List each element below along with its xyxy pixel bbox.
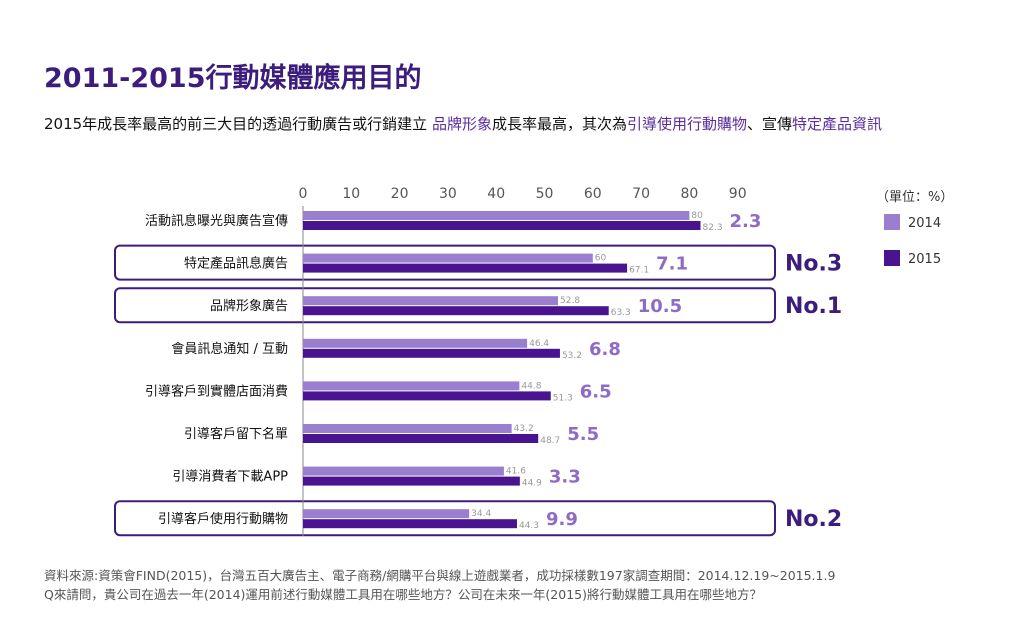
- bar-chart: No.3 No.1 No.2 0 10 20 30 40 50 60 70 80 90 活動訊息曝光與廣告…: [114, 186, 842, 537]
- data-label-2014-4: 46.4: [529, 339, 549, 349]
- growth-label-7: 3.3: [549, 467, 581, 488]
- x-tick-label-20: 20: [391, 186, 409, 202]
- x-tick-label-30: 30: [439, 186, 457, 202]
- growth-label-6: 5.5: [567, 424, 599, 445]
- rank-label-3: No.2: [785, 507, 842, 532]
- category-label-6: 引導客戶留下名單: [184, 426, 288, 442]
- x-tick-label-90: 90: [729, 186, 747, 202]
- data-label-2015-3: 63.3: [611, 308, 631, 318]
- source-line-2: Q來請問，貴公司在過去一年(2014)運用前述行動媒體工具用在哪些地方？公司在未…: [44, 587, 762, 602]
- category-label-7: 引導消費者下載APP: [172, 470, 288, 485]
- x-tick-label-50: 50: [536, 186, 554, 202]
- legend-item-2015: 2015: [884, 250, 941, 267]
- bar-2014-2: [303, 253, 593, 263]
- rank-label-2: No.1: [785, 294, 842, 319]
- data-label-2014-5: 44.8: [521, 381, 541, 391]
- growth-label-5: 6.5: [580, 381, 612, 402]
- x-tick-label-40: 40: [487, 186, 505, 202]
- growth-label-2: 7.1: [656, 254, 688, 275]
- category-label-2: 特定產品訊息廣告: [184, 256, 288, 272]
- bar-2015-2: [303, 263, 628, 273]
- bar-2014-1: [303, 211, 690, 220]
- category-label-4: 會員訊息通知 / 互動: [171, 341, 288, 357]
- source-note: 資料來源:資策會FIND(2015)，台灣五百大廣告主、電子商務/網購平台與線上…: [44, 566, 835, 604]
- source-line-1: 資料來源:資策會FIND(2015)，台灣五百大廣告主、電子商務/網購平台與線上…: [44, 568, 836, 583]
- category-label-3: 品牌形象廣告: [210, 298, 288, 314]
- highlight-box-2: [114, 287, 776, 324]
- data-label-2014-6: 43.2: [514, 424, 534, 434]
- data-label-2014-7: 41.6: [506, 467, 526, 477]
- data-label-2015-6: 48.7: [540, 436, 560, 446]
- data-label-2014-1: 80: [691, 211, 703, 221]
- x-tick-label-70: 70: [632, 186, 650, 202]
- data-label-2014-2: 60: [595, 254, 607, 264]
- x-tick-label-0: 0: [299, 186, 308, 202]
- chart-title: 2011-2015行動媒體應用目的: [44, 63, 422, 94]
- data-label-2015-8: 44.3: [519, 521, 539, 531]
- bar-2015-8: [303, 519, 517, 529]
- growth-label-4: 6.8: [589, 339, 621, 360]
- growth-label-3: 10.5: [638, 296, 682, 317]
- legend-unit: （單位：%）: [876, 190, 954, 205]
- bar-2015-6: [303, 434, 539, 443]
- subtitle-highlight-1: 品牌形象: [431, 115, 492, 133]
- category-label-8: 引導客戶使用行動購物: [158, 511, 288, 527]
- bar-2015-4: [303, 348, 560, 358]
- bar-2015-3: [303, 306, 609, 316]
- data-label-2015-1: 82.3: [703, 223, 723, 233]
- subtitle-highlight-2: 引導使用行動購物: [626, 115, 747, 133]
- data-label-2015-4: 53.2: [562, 351, 582, 361]
- subtitle-text-3: 、宣傳: [747, 115, 793, 133]
- bar-2015-7: [303, 476, 520, 486]
- subtitle-text-2: 成長率最高，其次為: [491, 115, 627, 133]
- data-label-2014-3: 52.8: [560, 296, 580, 306]
- growth-label-1: 2.3: [730, 211, 762, 232]
- x-tick-label-80: 80: [680, 186, 698, 202]
- category-label-5: 引導客戶到實體店面消費: [145, 383, 288, 399]
- highlight-box-1: [114, 244, 776, 281]
- legend-swatch-2015: [884, 250, 900, 266]
- bar-2014-3: [303, 296, 559, 306]
- growth-label-8: 9.9: [546, 509, 578, 530]
- x-tick-label-60: 60: [584, 186, 602, 202]
- data-label-2015-5: 51.3: [553, 393, 573, 403]
- rank-label-1: No.3: [785, 252, 842, 277]
- x-tick-label-10: 10: [342, 186, 360, 202]
- bar-2014-4: [303, 338, 528, 348]
- chart-subtitle: 2015年成長率最高的前三大目的透過行動廣告或行銷建立 品牌形象成長率最高，其次…: [44, 111, 974, 137]
- legend-swatch-2014: [884, 214, 900, 230]
- bar-2015-1: [303, 221, 701, 230]
- data-label-2015-7: 44.9: [522, 479, 542, 489]
- legend-item-2014: 2014: [884, 214, 941, 231]
- legend-label-2015: 2015: [908, 252, 942, 267]
- category-label-1: 活動訊息曝光與廣告宣傳: [145, 213, 288, 229]
- bar-2014-6: [303, 424, 512, 433]
- bar-2015-5: [303, 391, 551, 401]
- subtitle-text-1: 2015年成長率最高的前三大目的透過行動廣告或行銷建立: [44, 115, 432, 133]
- bar-2014-7: [303, 466, 504, 476]
- bar-2014-8: [303, 509, 470, 519]
- legend-label-2014: 2014: [908, 216, 942, 231]
- data-label-2015-2: 67.1: [629, 266, 649, 276]
- data-label-2014-8: 34.4: [471, 509, 491, 519]
- bar-2014-5: [303, 381, 520, 391]
- highlight-box-3: [114, 500, 776, 537]
- subtitle-highlight-3: 特定產品資訊: [792, 115, 883, 133]
